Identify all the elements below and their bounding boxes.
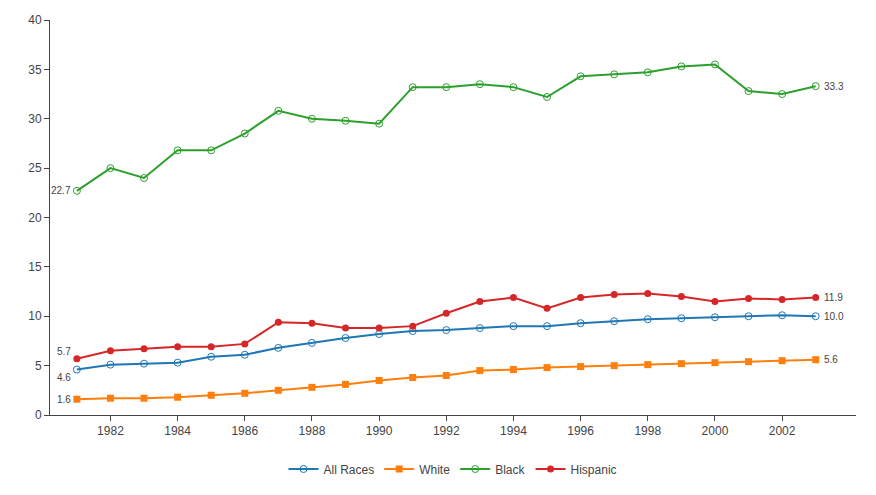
svg-text:2002: 2002 <box>769 424 796 438</box>
svg-text:1.6: 1.6 <box>57 394 71 405</box>
svg-text:Black: Black <box>495 463 525 477</box>
svg-text:0: 0 <box>35 408 42 422</box>
svg-text:11.9: 11.9 <box>824 292 843 303</box>
svg-text:22.7: 22.7 <box>51 185 71 196</box>
svg-text:1990: 1990 <box>366 424 393 438</box>
svg-text:White: White <box>419 463 450 477</box>
svg-text:15: 15 <box>28 260 42 274</box>
svg-text:5.7: 5.7 <box>57 346 71 357</box>
svg-text:35: 35 <box>28 63 42 77</box>
svg-text:4.6: 4.6 <box>57 372 71 383</box>
svg-text:20: 20 <box>28 211 42 225</box>
svg-text:33.3: 33.3 <box>824 81 844 92</box>
svg-text:2000: 2000 <box>702 424 729 438</box>
svg-text:1996: 1996 <box>567 424 594 438</box>
svg-text:All Races: All Races <box>324 463 375 477</box>
svg-text:Hispanic: Hispanic <box>571 463 617 477</box>
svg-text:1994: 1994 <box>500 424 527 438</box>
svg-text:5: 5 <box>35 359 42 373</box>
svg-text:1998: 1998 <box>634 424 661 438</box>
svg-text:1992: 1992 <box>433 424 460 438</box>
svg-text:5.6: 5.6 <box>824 354 838 365</box>
svg-text:40: 40 <box>28 13 42 27</box>
svg-text:10.0: 10.0 <box>824 311 844 322</box>
svg-text:10: 10 <box>28 309 42 323</box>
svg-text:30: 30 <box>28 112 42 126</box>
svg-text:1986: 1986 <box>231 424 258 438</box>
svg-text:1982: 1982 <box>97 424 124 438</box>
svg-text:1984: 1984 <box>164 424 191 438</box>
svg-text:25: 25 <box>28 161 42 175</box>
svg-text:1988: 1988 <box>299 424 326 438</box>
